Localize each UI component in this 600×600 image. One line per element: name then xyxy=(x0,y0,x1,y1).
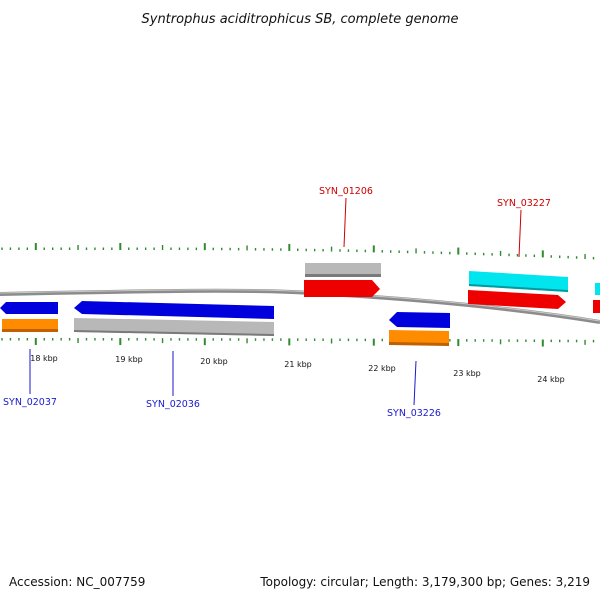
genome-summary-text: Topology: circular; Length: 3,179,300 bp… xyxy=(259,575,590,589)
cds-arrow-reverse xyxy=(0,302,58,314)
cds-arrow-reverse xyxy=(389,312,450,328)
gene-block xyxy=(305,263,381,277)
feature-syn-03226[interactable] xyxy=(389,312,450,346)
feature-label-syn-02036[interactable]: SYN_02036 xyxy=(146,399,200,410)
feature-label-syn-01206[interactable]: SYN_01206 xyxy=(319,186,373,197)
kbp-label: 21 kbp xyxy=(284,360,312,369)
feature-label-syn-03226[interactable]: SYN_03226 xyxy=(387,408,441,419)
trna-block xyxy=(389,330,449,345)
map-title: Syntrophus aciditrophicus SB, complete g… xyxy=(142,12,459,27)
kbp-labels: 18 kbp 19 kbp 20 kbp 21 kbp 22 kbp 23 kb… xyxy=(30,354,565,384)
tick-marks-inner xyxy=(1,338,595,347)
cds-arrow-reverse xyxy=(74,301,274,319)
cds-block-partial xyxy=(593,300,600,313)
accession-text: Accession: NC_007759 xyxy=(9,575,145,589)
kbp-label: 24 kbp xyxy=(537,375,565,384)
cds-arrow-forward xyxy=(304,280,380,297)
tick-marks-outer xyxy=(1,243,595,260)
feature-syn-01206[interactable] xyxy=(304,263,381,297)
feature-label-syn-02037[interactable]: SYN_02037 xyxy=(3,397,57,408)
feature-label-syn-03227[interactable]: SYN_03227 xyxy=(497,198,551,209)
kbp-label: 23 kbp xyxy=(453,369,481,378)
kbp-label: 19 kbp xyxy=(115,355,143,364)
cds-arrow-forward xyxy=(468,290,566,309)
leader-line xyxy=(343,197,347,248)
feature-syn-02037[interactable] xyxy=(0,302,58,332)
kbp-label: 22 kbp xyxy=(368,364,396,373)
feature-syn-03227[interactable] xyxy=(468,271,568,309)
kbp-label: 18 kbp xyxy=(30,354,58,363)
leader-line xyxy=(413,360,417,406)
rrna-block-partial xyxy=(595,283,600,295)
kbp-label: 20 kbp xyxy=(200,357,228,366)
leader-line xyxy=(518,209,522,258)
trna-block xyxy=(2,319,58,332)
feature-syn-02036[interactable] xyxy=(74,301,274,336)
